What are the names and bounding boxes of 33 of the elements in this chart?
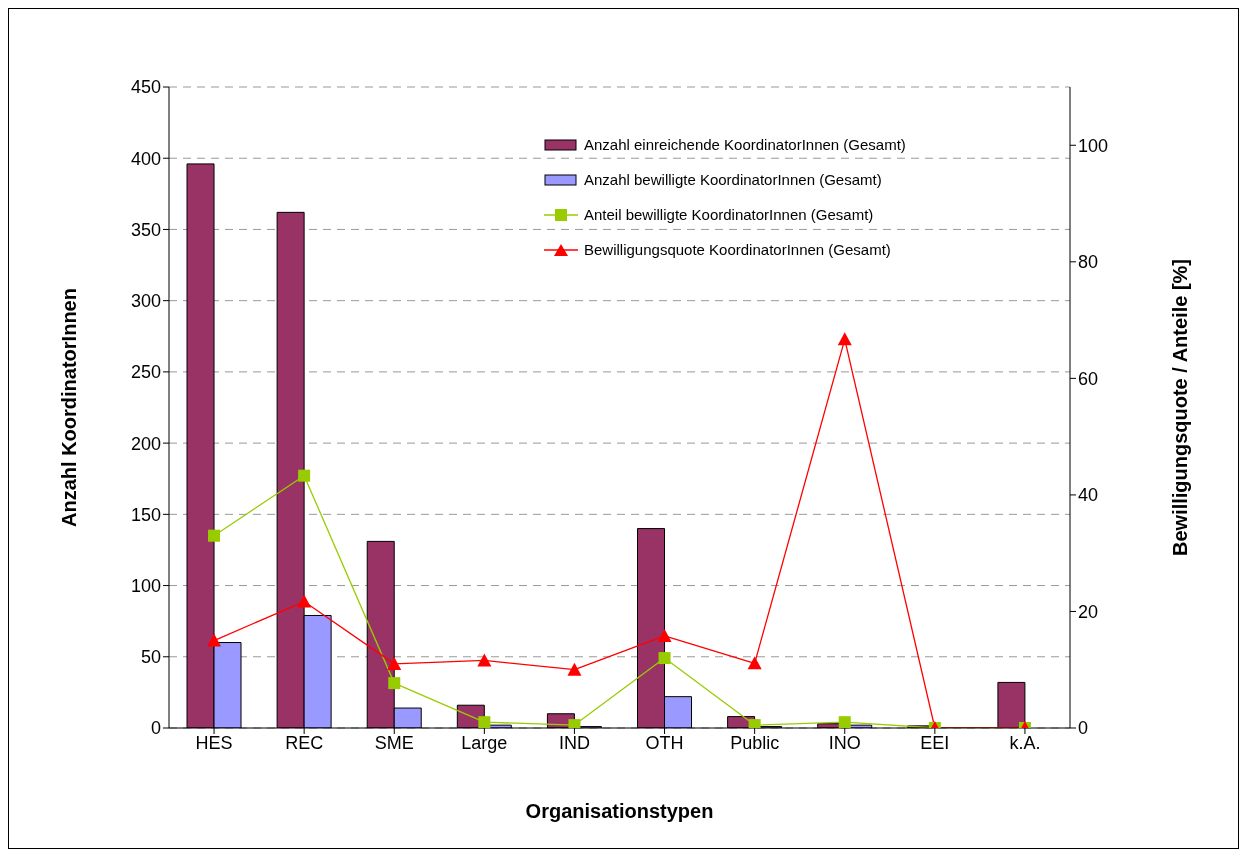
x-tick-label: k.A. <box>1009 732 1041 753</box>
y2-tick-label: 80 <box>1078 252 1099 273</box>
x-axis-title: Organisationstypen <box>525 800 714 822</box>
y2-tick-label: 40 <box>1078 485 1099 506</box>
y-tick-label: 100 <box>130 575 161 596</box>
y-tick-label: 50 <box>140 647 161 668</box>
x-tick-label: HES <box>195 732 233 753</box>
legend-label: Bewilligungsquote KoordinatorInnen (Gesamt) <box>584 240 891 260</box>
y-tick-label: 250 <box>130 362 161 383</box>
legend-label: Anzahl bewilligte KoordinatorInnen (Gesamt) <box>584 170 882 190</box>
x-tick-label: Large <box>461 732 508 753</box>
y2-axis-title: Bewilligungsquote / Anteile [%] <box>1169 258 1192 557</box>
x-tick-label: Public <box>730 732 780 753</box>
y2-tick-label: 20 <box>1078 601 1099 622</box>
y-tick-label: 350 <box>130 219 161 240</box>
x-tick-label: SME <box>374 732 414 753</box>
x-tick-label: INO <box>828 732 861 753</box>
y-tick-label: 450 <box>130 77 161 98</box>
x-tick-label: EEI <box>920 732 950 753</box>
x-tick-label: REC <box>285 732 324 753</box>
x-tick-label: OTH <box>645 732 684 753</box>
y-tick-label: 0 <box>150 718 161 739</box>
y-tick-label: 150 <box>130 504 161 525</box>
y-tick-label: 300 <box>130 291 161 312</box>
y-tick-label: 400 <box>130 148 161 169</box>
legend-label: Anteil bewilligte KoordinatorInnen (Gesamt) <box>584 205 874 225</box>
legend-label: Anzahl einreichende KoordinatorInnen (Gesamt) <box>584 135 906 155</box>
y-axis-title: Anzahl KoordinatorInnen <box>58 288 81 527</box>
y2-tick-label: 100 <box>1078 135 1109 156</box>
y2-tick-label: 60 <box>1078 368 1099 389</box>
x-tick-label: IND <box>558 732 590 753</box>
y-tick-label: 200 <box>130 433 161 454</box>
y2-tick-label: 0 <box>1078 718 1089 739</box>
